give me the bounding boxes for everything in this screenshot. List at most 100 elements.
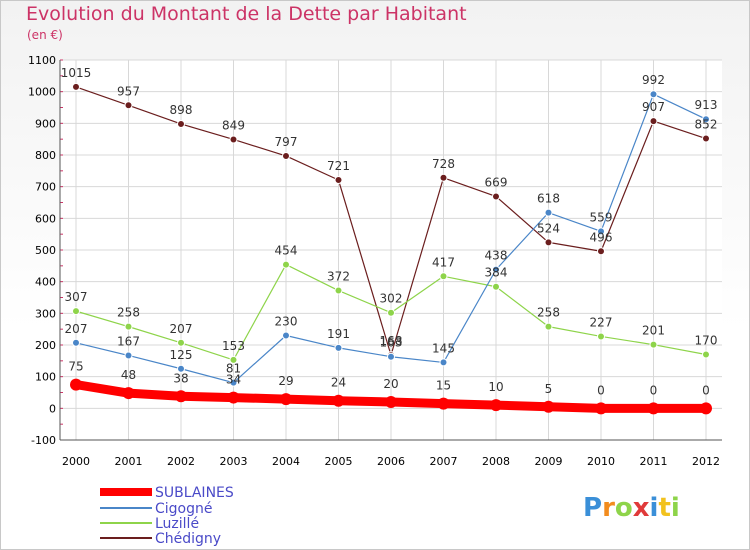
data-label: 207 <box>170 322 193 336</box>
data-label: 417 <box>432 255 455 269</box>
data-label: 153 <box>222 339 245 353</box>
x-tick-label: 2006 <box>377 455 405 468</box>
y-tick-label: 400 <box>35 276 56 289</box>
x-tick-label: 2009 <box>535 455 563 468</box>
y-tick-label: 1000 <box>28 86 56 99</box>
data-label: 191 <box>327 327 350 341</box>
data-label: 559 <box>590 210 613 224</box>
x-tick-label: 2005 <box>325 455 353 468</box>
data-label: 0 <box>597 383 605 397</box>
data-label: 372 <box>327 270 350 284</box>
data-point <box>387 352 395 361</box>
data-point <box>597 227 605 236</box>
data-point <box>72 307 80 316</box>
data-point <box>700 402 712 415</box>
data-label: 454 <box>275 244 298 258</box>
data-label: 307 <box>65 290 88 304</box>
data-label: 992 <box>642 73 665 87</box>
data-point <box>595 402 607 415</box>
y-tick-label: 100 <box>35 371 56 384</box>
data-point <box>437 397 450 410</box>
data-label: 168 <box>380 334 403 348</box>
data-point <box>177 364 185 373</box>
chart-subtitle: (en €) <box>27 28 63 42</box>
data-label: 75 <box>68 360 83 374</box>
data-point <box>597 332 605 341</box>
x-tick-label: 2000 <box>62 455 90 468</box>
data-label: 496 <box>590 230 613 244</box>
data-point <box>334 176 343 185</box>
data-point <box>229 378 238 387</box>
data-point <box>124 351 133 360</box>
proxiti-logo: Proxiti <box>583 493 680 523</box>
data-point <box>439 272 448 281</box>
data-label: 669 <box>485 175 508 189</box>
data-label: 0 <box>650 383 658 397</box>
data-point <box>542 400 555 413</box>
data-point <box>282 151 290 160</box>
data-label: 438 <box>485 249 508 263</box>
data-label: 81 <box>226 362 241 376</box>
data-point <box>702 115 710 124</box>
data-label: 0 <box>702 383 710 397</box>
data-point <box>124 101 133 110</box>
legend-label: Chédigny <box>155 531 221 547</box>
x-tick-label: 2001 <box>115 455 143 468</box>
data-point <box>280 393 292 406</box>
data-point <box>122 387 135 400</box>
data-point <box>229 135 238 144</box>
data-point <box>492 192 500 201</box>
data-point <box>492 282 500 291</box>
y-tick-label: 800 <box>35 149 56 162</box>
data-label: 852 <box>695 118 718 132</box>
data-point <box>229 355 238 364</box>
data-point <box>649 90 658 99</box>
data-point <box>544 322 553 331</box>
data-point <box>544 238 553 247</box>
data-label: 201 <box>642 324 665 338</box>
data-label: 227 <box>590 315 613 329</box>
data-label: 15 <box>436 379 451 393</box>
data-point <box>177 338 185 347</box>
data-label: 907 <box>642 100 665 114</box>
data-label: 721 <box>327 159 350 173</box>
x-tick-label: 2007 <box>430 455 458 468</box>
data-label: 618 <box>537 192 560 206</box>
data-point <box>334 343 343 352</box>
y-tick-label: 200 <box>35 339 56 352</box>
x-tick-label: 2008 <box>482 455 510 468</box>
data-point <box>387 308 395 317</box>
y-tick-label: 700 <box>35 181 56 194</box>
data-label: 20 <box>383 377 398 391</box>
data-label: 38 <box>173 371 188 385</box>
y-tick-label: 1100 <box>28 54 56 67</box>
data-point <box>72 338 80 347</box>
data-point <box>492 265 500 274</box>
data-label: 207 <box>65 322 88 336</box>
logo-text: Proxiti <box>583 493 680 523</box>
y-tick-label: 300 <box>35 307 56 320</box>
data-label: 913 <box>695 98 718 112</box>
data-point <box>439 173 448 182</box>
data-label: 125 <box>170 348 193 362</box>
legend-label: SUBLAINES <box>155 485 234 501</box>
data-point <box>72 82 80 91</box>
data-point <box>385 396 397 408</box>
data-label: 849 <box>222 118 245 132</box>
data-label: 163 <box>380 336 403 350</box>
y-tick-label: 0 <box>49 402 56 415</box>
data-point <box>544 208 553 217</box>
data-point <box>439 358 448 367</box>
data-label: 898 <box>170 103 193 117</box>
data-label: 145 <box>432 341 455 355</box>
legend-label: Cigogné <box>155 501 213 517</box>
y-tick-label: 500 <box>35 244 56 257</box>
data-label: 5 <box>545 382 553 396</box>
data-point <box>175 390 187 403</box>
legend-label: Luzillé <box>155 516 199 532</box>
data-label: 258 <box>117 306 140 320</box>
data-point <box>334 286 343 295</box>
data-label: 1015 <box>61 66 92 80</box>
data-point <box>702 350 710 359</box>
x-tick-label: 2011 <box>640 455 668 468</box>
